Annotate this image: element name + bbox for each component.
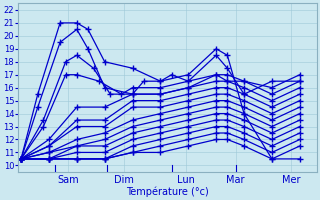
X-axis label: Température (°c): Température (°c) (126, 186, 209, 197)
